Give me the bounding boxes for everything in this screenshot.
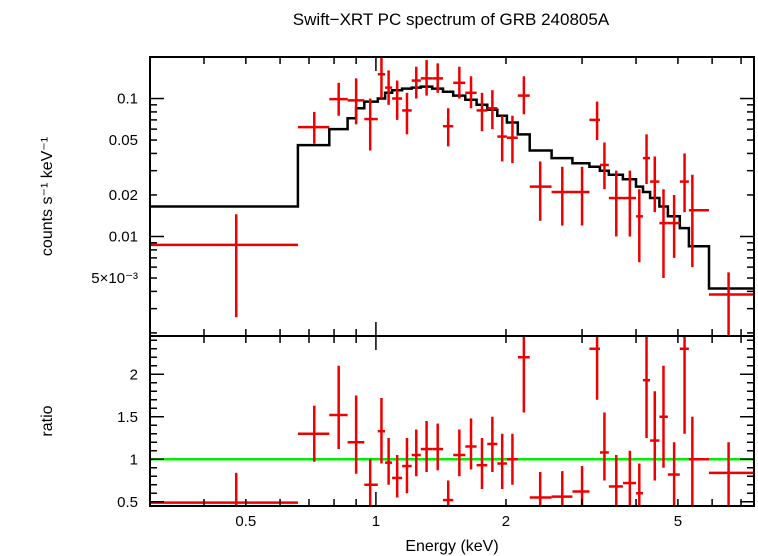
spectrum-data-point [599, 142, 609, 190]
spectrum-y-tick-label: 5×10⁻³ [91, 270, 138, 287]
spectrum-data-point [551, 166, 573, 226]
spectrum-data-point [377, 57, 386, 99]
spectrum-data-point [487, 90, 498, 130]
ratio-data-point [402, 438, 412, 494]
ratio-y-tick-label: 1.5 [117, 409, 138, 426]
ratio-data-point [420, 421, 433, 472]
ratio-data-point [347, 395, 365, 474]
ratio-data-point [411, 429, 421, 477]
spectrum-data-layer [150, 57, 754, 336]
spectrum-data-point [497, 115, 507, 162]
spectrum-data-point [589, 101, 600, 141]
spectrum-data-point [642, 134, 651, 185]
ratio-data-point [465, 418, 477, 470]
ratio-data-point [377, 398, 386, 464]
chart-title: Swift−XRT PC spectrum of GRB 240805A [293, 10, 610, 29]
spectrum-data-point [636, 189, 643, 263]
spectrum-y-axis-label: counts s⁻¹ keV⁻¹ [39, 137, 56, 256]
ratio-data-point [329, 365, 348, 450]
ratio-data-point [667, 442, 680, 506]
ratio-data-point [529, 472, 552, 506]
spectrum-data-point [297, 111, 330, 144]
ratio-data-point [608, 455, 623, 506]
model-step-layer [150, 85, 754, 290]
ratio-data-point [506, 433, 518, 485]
x-axis-label: Energy (keV) [405, 538, 498, 555]
ratio-data-point [453, 429, 466, 477]
ratio-data-point [551, 471, 573, 506]
ratio-y-axis-label: ratio [39, 405, 56, 436]
ratio-data-point [487, 416, 498, 472]
x-tick-label: 1 [372, 513, 380, 530]
ratio-ticks [149, 336, 754, 506]
spectrum-data-point [329, 82, 348, 116]
spectrum-data-point [476, 92, 488, 132]
x-tick-label: 0.5 [235, 513, 256, 530]
x-tick-label: 2 [502, 513, 510, 530]
ratio-y-tick-label: 2 [130, 366, 138, 383]
ratio-data-point [432, 423, 444, 471]
ratio-data-point [650, 391, 660, 481]
ratio-data-point [297, 405, 330, 462]
spectrum-data-point [650, 156, 660, 213]
spectrum-data-point [517, 76, 530, 115]
ratio-data-point [364, 459, 378, 506]
ratio-panel: 0.5 1 1.5 2 0.5 1 2 5 ratio Energy (keV) [39, 335, 755, 555]
spectrum-data-point [659, 189, 668, 279]
ratio-data-point [497, 433, 507, 489]
spectrum-data-point [402, 92, 412, 135]
ratio-data-point [150, 472, 298, 506]
ratio-data-point [708, 442, 754, 506]
spectrum-y-tick-label: 0.05 [109, 132, 138, 149]
spectrum-data-point [572, 166, 590, 226]
ratio-data-point [636, 463, 643, 506]
spectrum-data-point [364, 98, 378, 151]
spectrum-data-point [506, 115, 518, 164]
spectrum-data-point [385, 70, 393, 105]
energy-x-tick-labels: 0.5 1 2 5 [235, 513, 682, 530]
ratio-data-point [476, 438, 488, 489]
spectrum-data-point [392, 80, 403, 120]
spectrum-data-point [688, 174, 709, 268]
spectrum-data-point [667, 194, 680, 258]
ratio-y-tick-labels: 0.5 1 1.5 2 [117, 366, 138, 511]
ratio-data-point [659, 365, 668, 468]
spectrum-data-point [708, 272, 754, 336]
spectrum-data-point [622, 170, 637, 237]
spectrum-y-tick-label: 0.02 [109, 187, 138, 204]
model-step-line [150, 85, 754, 290]
spectrum-data-point [443, 108, 454, 147]
spectrum-y-tick-label: 0.1 [117, 91, 138, 108]
spectrum-data-point [465, 76, 477, 109]
ratio-data-point [642, 336, 651, 438]
ratio-data-point [589, 336, 600, 400]
ratio-data-point [599, 412, 609, 481]
ratio-frame [149, 335, 755, 507]
spectrum-data-point [453, 66, 466, 99]
ratio-data-point [385, 438, 393, 485]
spectrum-data-point [150, 214, 298, 318]
ratio-y-tick-label: 1 [130, 451, 138, 468]
ratio-data-point [443, 480, 454, 506]
ratio-data-point [517, 336, 530, 413]
spectrum-data-point [432, 63, 444, 93]
spectrum-y-tick-label: 0.01 [109, 228, 138, 245]
spectrum-data-point [347, 78, 365, 125]
spectrum-data-point [411, 66, 421, 99]
spectrum-y-tick-labels: 0.1 0.05 0.02 0.01 5×10⁻³ [91, 91, 138, 287]
ratio-data-point [392, 455, 403, 498]
ratio-data-point [679, 336, 689, 434]
ratio-y-tick-label: 0.5 [117, 494, 138, 511]
ratio-data-point [688, 416, 709, 506]
spectrum-data-point [529, 161, 552, 221]
spectrum-data-point [679, 153, 689, 213]
x-tick-label: 5 [674, 513, 682, 530]
ratio-data-point [622, 450, 637, 506]
spectrum-data-point [608, 170, 623, 237]
spectrum-data-point [420, 60, 433, 96]
